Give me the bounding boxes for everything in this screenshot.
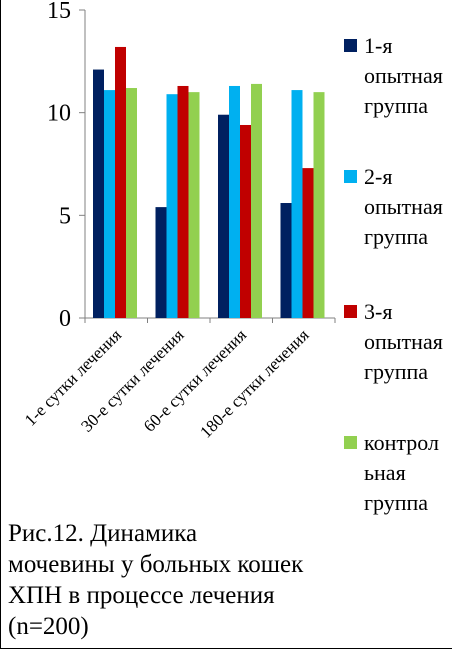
- bar: [229, 85, 240, 319]
- bar: [177, 85, 189, 319]
- bar: [218, 114, 229, 318]
- bar: [115, 46, 126, 319]
- bar: [188, 92, 200, 318]
- bar: [291, 90, 303, 318]
- legend-label-group-3: 3-я опытная группа: [364, 299, 443, 384]
- bar: [302, 168, 314, 318]
- bar: [155, 207, 167, 318]
- bar: [251, 83, 262, 318]
- bar: [313, 92, 325, 318]
- figure-caption: Рис.12. Динамика мочевины у больных коше…: [8, 520, 304, 640]
- bar: [126, 88, 137, 318]
- legend-swatch-control: [344, 436, 357, 449]
- legend-swatch-group-1: [344, 39, 357, 52]
- bar: [104, 90, 115, 318]
- y-tick-label: 10: [47, 101, 71, 127]
- bar: [166, 94, 178, 318]
- legend-swatch-group-3: [344, 305, 357, 318]
- x-tick-label: 180-е сутки лечения: [196, 325, 312, 441]
- legend-label-control: контрол ьная группа: [364, 430, 439, 515]
- bar: [280, 203, 292, 318]
- bar: [240, 124, 251, 318]
- legend-label-group-2: 2-я опытная группа: [364, 164, 443, 249]
- y-axis-tick-labels: 0 5 10 15: [47, 0, 71, 332]
- bar-group: [93, 46, 325, 319]
- y-tick-label: 0: [59, 306, 71, 332]
- legend-label-group-1: 1-я опытная группа: [364, 33, 443, 118]
- y-tick-label: 15: [47, 0, 71, 24]
- bar: [93, 69, 104, 319]
- legend-swatch-group-2: [344, 170, 357, 183]
- y-tick-label: 5: [59, 203, 71, 229]
